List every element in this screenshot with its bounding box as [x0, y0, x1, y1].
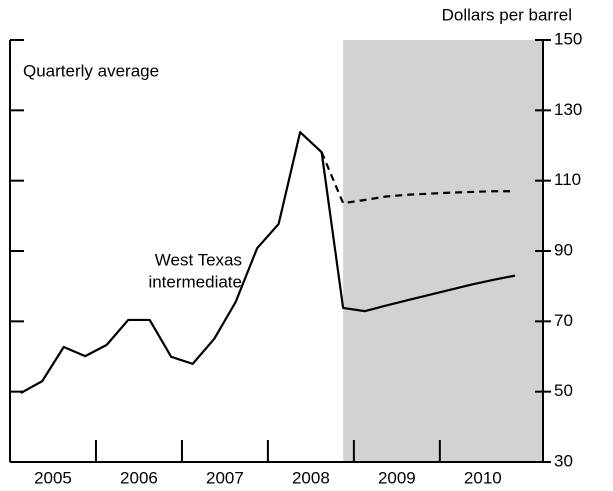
- y-tick-label: 150: [554, 29, 582, 48]
- y-tick-label: 110: [554, 170, 581, 189]
- annotation: intermediate: [148, 272, 242, 291]
- x-tick-label: 2007: [206, 468, 244, 487]
- line-series: [20, 131, 516, 395]
- shaded-region: [343, 40, 543, 462]
- x-tick-label: 2009: [378, 468, 416, 487]
- annotation: West Texas: [155, 250, 242, 269]
- x-tick-label: 2005: [34, 468, 72, 487]
- y-axis-label: Dollars per barrel: [442, 5, 572, 24]
- x-tick-label: 2010: [464, 468, 502, 487]
- y-tick-label: 90: [554, 240, 573, 259]
- y-tick-label: 30: [554, 451, 573, 470]
- y-tick-label: 50: [554, 381, 573, 400]
- y-tick-label: 70: [554, 311, 573, 330]
- line-series: [320, 151, 516, 205]
- y-tick-label: 130: [554, 100, 582, 119]
- x-tick-label: 2006: [120, 468, 158, 487]
- chart-title: Quarterly average: [23, 61, 159, 80]
- x-tick-label: 2008: [292, 468, 330, 487]
